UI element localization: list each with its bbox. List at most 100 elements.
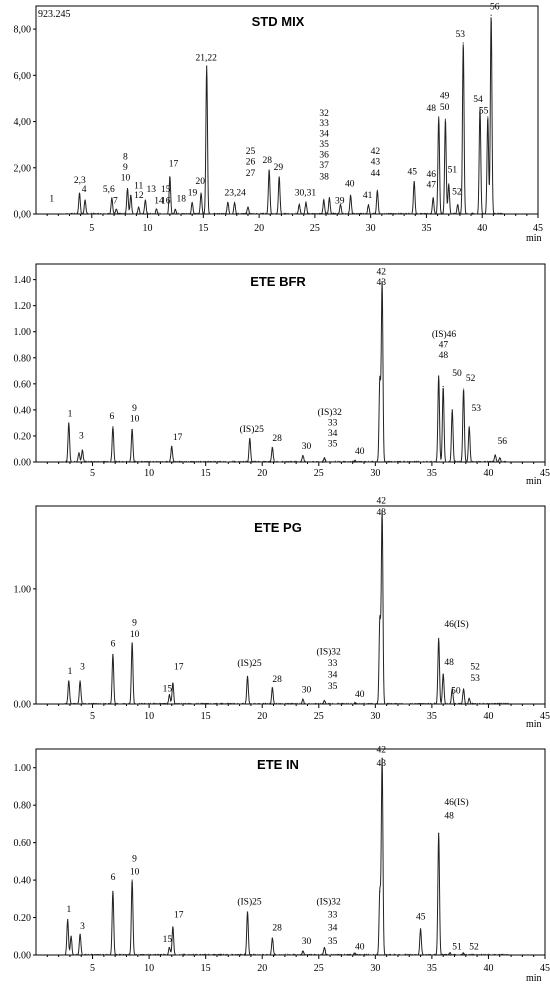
y-tick-label: 0.00 bbox=[14, 700, 32, 711]
peak-label: 2,3 bbox=[74, 176, 86, 186]
y-tick-label: 6,00 bbox=[14, 71, 32, 82]
peak-label: 10 bbox=[130, 415, 140, 425]
peak-label: 6 bbox=[110, 412, 115, 422]
peak-label: 6 bbox=[111, 873, 116, 883]
peak-label: 55 bbox=[479, 106, 489, 116]
peak-apex bbox=[379, 618, 381, 620]
peak-label: 52 bbox=[470, 662, 480, 672]
peak-apex bbox=[367, 204, 370, 206]
y-tick-label: 8,00 bbox=[14, 25, 32, 36]
peak-label: 28 bbox=[272, 675, 282, 685]
y-tick-label: 0.60 bbox=[14, 838, 32, 849]
x-tick-label: 20 bbox=[257, 468, 267, 479]
peak-label: (IS)46 bbox=[432, 329, 457, 340]
peak-apex bbox=[444, 118, 447, 120]
peak-apex bbox=[323, 946, 326, 949]
x-tick-label: 20 bbox=[257, 963, 267, 974]
peak-apex bbox=[174, 208, 177, 210]
peak-apex bbox=[168, 946, 171, 949]
peak-apex bbox=[323, 457, 326, 459]
peak-apex bbox=[457, 204, 459, 206]
peak-label: 34 bbox=[328, 924, 338, 934]
peak-label: 43 bbox=[376, 278, 386, 288]
peak-apex bbox=[206, 65, 208, 67]
x-tick-label: 35 bbox=[427, 711, 437, 722]
peak-label: 36 bbox=[319, 150, 329, 160]
peak-label: 47 bbox=[439, 340, 449, 350]
peak-apex bbox=[449, 952, 451, 954]
peak-label: 48 bbox=[439, 351, 449, 361]
x-axis-label: min bbox=[526, 476, 542, 487]
peak-apex bbox=[302, 698, 304, 700]
peak-label: 43 bbox=[376, 759, 386, 769]
peak-apex bbox=[268, 169, 270, 171]
peak-apex bbox=[323, 199, 325, 201]
peak-apex bbox=[171, 445, 173, 447]
peak-label: 35 bbox=[328, 439, 338, 449]
chromatogram-trace bbox=[64, 757, 510, 957]
x-axis-label: min bbox=[526, 233, 542, 244]
peak-label: 3 bbox=[80, 922, 85, 932]
peak-label: 6 bbox=[111, 639, 116, 649]
peak-label: 15 bbox=[161, 185, 171, 195]
peak-apex bbox=[354, 460, 356, 462]
peak-apex bbox=[278, 176, 280, 178]
peak-apex bbox=[442, 385, 444, 388]
peak-apex bbox=[112, 890, 114, 892]
peak-label: 9 bbox=[132, 619, 137, 629]
peak-label: 30 bbox=[302, 442, 312, 452]
y-tick-label: 1.00 bbox=[14, 327, 32, 338]
x-tick-label: 40 bbox=[483, 711, 493, 722]
peak-label: 41 bbox=[363, 191, 373, 201]
peak-label: 28 bbox=[262, 156, 272, 166]
y-tick-label: 0.20 bbox=[14, 913, 32, 924]
y-tick-label: 0.00 bbox=[14, 951, 32, 962]
y-tick-label: 4,00 bbox=[14, 117, 32, 128]
peak-apex bbox=[438, 116, 440, 118]
x-tick-label: 45 bbox=[533, 223, 543, 234]
peak-apex bbox=[68, 422, 70, 424]
x-axis-label: min bbox=[526, 973, 542, 984]
peak-apex bbox=[233, 201, 236, 204]
peak-label: 17 bbox=[169, 160, 179, 170]
peak-label: 11 bbox=[134, 182, 143, 192]
y-tick-label: 0.80 bbox=[14, 801, 32, 812]
peak-label: 8 bbox=[123, 153, 128, 163]
x-tick-label: 40 bbox=[483, 468, 493, 479]
peak-apex bbox=[271, 937, 274, 939]
peak-label: 45 bbox=[407, 168, 417, 178]
peak-label: 42 bbox=[376, 746, 386, 756]
x-tick-label: 20 bbox=[257, 711, 267, 722]
chromatogram-ete-in: 5 10 15 20 25 30 35 40 45 0.00 0.20 0.40 0.60 0.80 1.0… bbox=[0, 737, 550, 987]
peak-apex bbox=[249, 437, 251, 440]
peak-label: 40 bbox=[355, 690, 365, 700]
chromatogram-ete-bfr: 5 10 15 20 25 30 35 40 45 0.00 0.20 0.40 0.60 0.80 1.0… bbox=[0, 250, 550, 494]
peak-label: 16 bbox=[161, 197, 171, 207]
peak-apex bbox=[354, 952, 356, 954]
peak-apex bbox=[298, 204, 300, 206]
x-tick-label: 25 bbox=[314, 963, 324, 974]
peak-label: 10 bbox=[121, 173, 131, 183]
peak-apex bbox=[494, 454, 496, 457]
peak-label: 32 bbox=[319, 109, 329, 119]
peak-label: 10 bbox=[130, 630, 140, 640]
x-tick-label: 5 bbox=[90, 711, 95, 722]
panel-title: ETE PG bbox=[254, 520, 302, 535]
peak-apex bbox=[468, 426, 470, 428]
peak-label: 13 bbox=[146, 185, 156, 195]
x-tick-label: 35 bbox=[427, 468, 437, 479]
y-tick-label: 0,00 bbox=[14, 210, 32, 221]
peak-label: 45 bbox=[416, 912, 426, 922]
x-tick-label: 30 bbox=[370, 963, 380, 974]
peak-apex bbox=[302, 950, 304, 952]
y-tick-label: 0.20 bbox=[14, 431, 32, 442]
peak-apex bbox=[112, 426, 114, 428]
peak-label: 33 bbox=[328, 659, 338, 669]
peak-apex bbox=[155, 208, 158, 210]
y-tick-label: 0.00 bbox=[14, 458, 32, 469]
peak-label: 25 bbox=[246, 147, 256, 157]
peak-apex bbox=[381, 510, 383, 512]
peak-apex bbox=[67, 918, 69, 921]
peak-apex bbox=[376, 190, 378, 192]
peak-label: 34 bbox=[328, 429, 338, 439]
